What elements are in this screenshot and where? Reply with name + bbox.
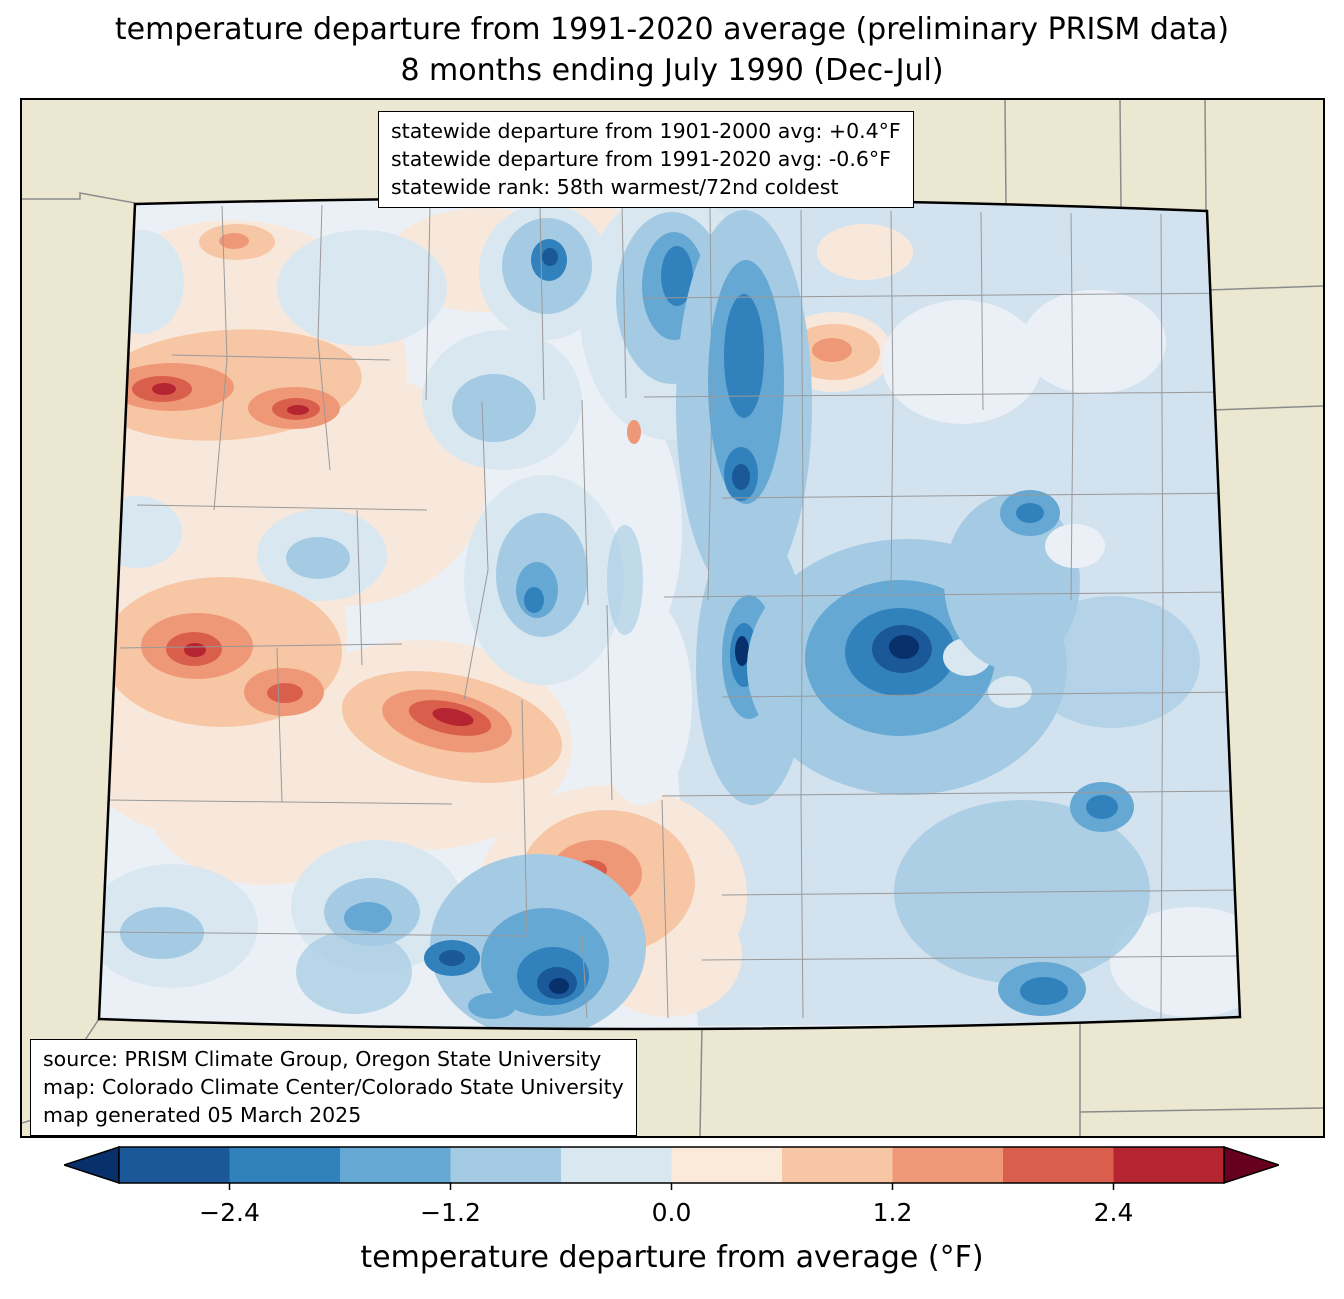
colorbar [64,1146,1279,1192]
colorbar-segment-1 [229,1147,341,1183]
source-line-3: map generated 05 March 2025 [43,1103,362,1127]
stats-line-1: statewide departure from 1901-2000 avg: … [391,119,901,143]
contour-fill-layer [99,198,1240,1030]
colorbar-tick-label: −2.4 [199,1198,260,1227]
stats-line-2: statewide departure from 1991-2020 avg: … [391,147,891,171]
colorbar-tick-label: 1.2 [872,1198,913,1227]
colorbar-tick-label: −1.2 [420,1198,481,1227]
colorbar-segment-0 [119,1147,230,1183]
colorbar-svg [64,1146,1279,1190]
neighbor-state-borders [22,100,1323,1136]
colorado-temperature-map [22,100,1323,1136]
colorbar-segment-7 [892,1147,1004,1183]
map-panel [20,98,1325,1138]
colorbar-segment-2 [340,1147,451,1183]
colorbar-segment-9 [1113,1147,1225,1183]
colorbar-tick-label: 0.0 [651,1198,692,1227]
colorbar-right-arrow [1223,1146,1279,1185]
colorbar-segment-6 [782,1147,893,1183]
figure-title-line1: temperature departure from 1991-2020 ave… [114,12,1230,47]
county-borders [103,204,1240,1019]
source-line-1: source: PRISM Climate Group, Oregon Stat… [43,1047,602,1071]
stats-line-3: statewide rank: 58th warmest/72nd coldes… [391,175,839,199]
source-line-2: map: Colorado Climate Center/Colorado St… [43,1075,624,1099]
colorbar-segment-8 [1003,1147,1114,1183]
colorbar-axis-label: temperature departure from average (°F) [360,1240,984,1275]
colorbar-tick-label: 2.4 [1093,1198,1134,1227]
colorbar-left-arrow [64,1146,120,1185]
colorbar-segment-3 [450,1147,562,1183]
figure-title-line2: 8 months ending July 1990 (Dec-Jul) [400,53,944,88]
colorbar-segment-4 [561,1147,672,1183]
statewide-stats-box: statewide departure from 1901-2000 avg: … [378,111,914,208]
source-attribution-box: source: PRISM Climate Group, Oregon Stat… [30,1039,637,1136]
colorbar-segment-5 [671,1147,783,1183]
colorbar-tick-labels: −2.4 −1.2 0.0 1.2 2.4 [64,1198,1279,1232]
